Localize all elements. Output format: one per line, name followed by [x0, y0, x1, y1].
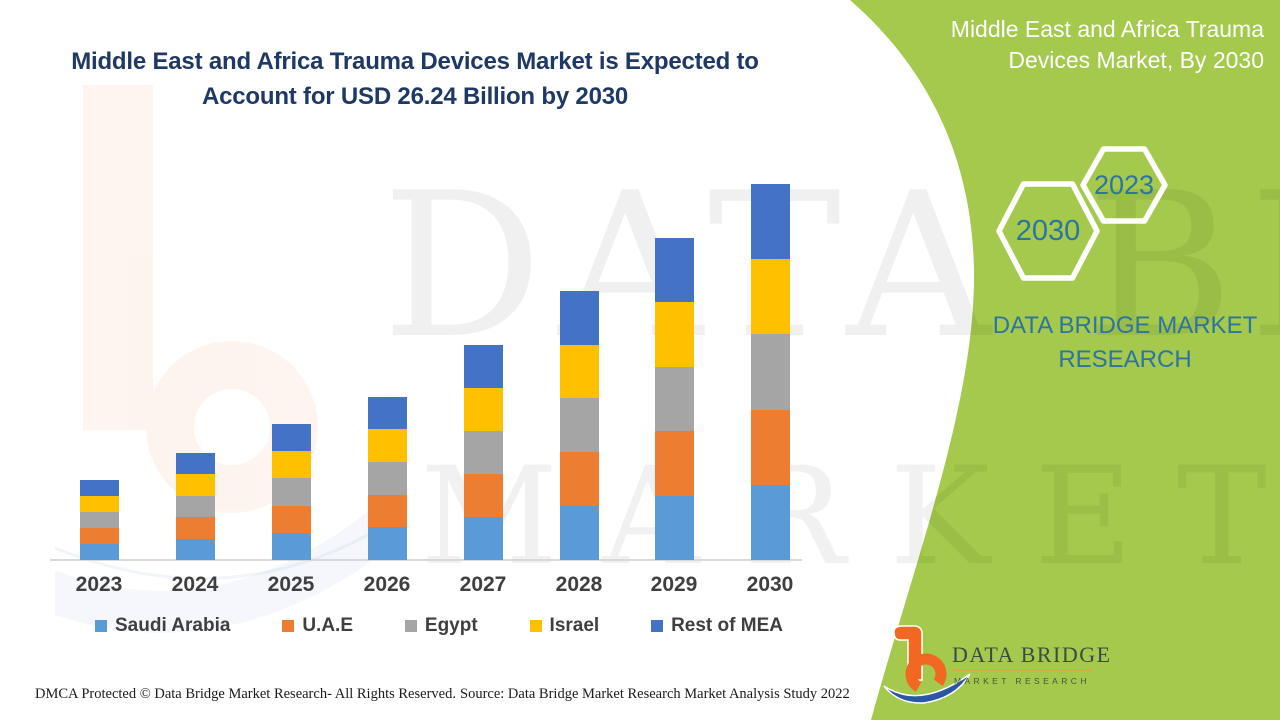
bar-segment-2030-u-a-e	[750, 409, 790, 485]
dbmr-logo: DATA BRIDGE MARKET RESEARCH	[883, 625, 1112, 704]
brand-text-line1: DATA BRIDGE MARKET	[992, 312, 1258, 339]
bar-segment-2030-rest-of-mea	[750, 183, 790, 260]
bar-segment-2029-israel	[654, 302, 694, 367]
bar-segment-2023-u-a-e	[79, 527, 119, 544]
legend-swatch-saudi-arabia	[95, 620, 107, 632]
bar-segment-2023-egypt	[79, 511, 119, 528]
x-tick-2026: 2026	[363, 573, 411, 596]
bar-segment-2023-saudi-arabia	[79, 543, 119, 560]
side-panel-brand-text: DATA BRIDGE MARKET RESEARCH	[958, 309, 1280, 377]
bar-segment-2029-rest-of-mea	[654, 237, 694, 303]
hexagon-2030-label: 2030	[1015, 215, 1081, 247]
bar-segment-2029-saudi-arabia	[654, 495, 694, 560]
legend-label-saudi-arabia: Saudi Arabia	[115, 615, 231, 636]
bar-segment-2025-israel	[271, 451, 311, 479]
bar-segment-2028-u-a-e	[559, 452, 599, 507]
bar-segment-2030-israel	[750, 259, 790, 335]
logo-underline	[952, 669, 1092, 671]
bar-segment-2026-egypt	[367, 462, 407, 495]
bar-segment-2027-u-a-e	[463, 474, 503, 518]
side-panel-title-line1: Middle East and Africa Trauma	[950, 16, 1264, 42]
legend-item-israel: Israel	[529, 615, 600, 637]
logo-b-watermark	[55, 85, 395, 633]
page-title-line1: Middle East and Africa Trauma Devices Ma…	[71, 48, 759, 75]
bar-segment-2027-egypt	[463, 431, 503, 475]
legend-item-u-a-e: U.A.E	[282, 615, 353, 637]
hexagon-2023-label: 2023	[1093, 170, 1155, 200]
legend-label-israel: Israel	[549, 615, 600, 636]
bar-segment-2024-israel	[175, 474, 215, 496]
side-panel-title-line2: Devices Market, By 2030	[1008, 47, 1264, 73]
legend-swatch-rest-of-mea	[651, 620, 664, 632]
bar-segment-2025-rest-of-mea	[271, 423, 311, 452]
legend-label-egypt: Egypt	[424, 615, 478, 636]
legend-swatch-israel	[529, 620, 542, 632]
footer-dmca-text: DMCA Protected © Data Bridge Market Rese…	[35, 686, 456, 702]
x-tick-2025: 2025	[267, 573, 315, 596]
logo-title-text: DATA BRIDGE	[952, 642, 1112, 667]
bar-segment-2030-egypt	[750, 334, 790, 410]
x-tick-2027: 2027	[459, 573, 507, 596]
bar-segment-2026-saudi-arabia	[367, 527, 407, 560]
legend-swatch-u-a-e	[282, 620, 295, 632]
bar-segment-2024-egypt	[175, 495, 215, 518]
legend: Saudi Arabia U.A.E Egypt Israel Rest of MEA	[95, 615, 783, 637]
brand-text-line2: RESEARCH	[1058, 346, 1192, 373]
x-tick-2023: 2023	[75, 573, 123, 596]
bar-segment-2024-rest-of-mea	[175, 452, 215, 475]
hexagons-graphic	[996, 146, 1168, 281]
bar-segment-2027-saudi-arabia	[463, 517, 503, 560]
x-axis-line	[50, 559, 802, 561]
bar-segment-2026-rest-of-mea	[367, 396, 407, 430]
bar-segment-2028-israel	[559, 344, 599, 399]
legend-item-rest-of-mea: Rest of MEA	[651, 615, 783, 637]
x-tick-2028: 2028	[555, 573, 603, 596]
bar-segment-2025-egypt	[271, 478, 311, 506]
x-tick-2029: 2029	[650, 573, 698, 596]
legend-item-egypt: Egypt	[404, 615, 478, 637]
legend-item-saudi-arabia: Saudi Arabia	[95, 615, 230, 637]
bar-segment-2023-rest-of-mea	[79, 479, 119, 496]
x-tick-2024: 2024	[171, 573, 219, 596]
logo-bowl-ring	[905, 653, 947, 695]
x-tick-2030: 2030	[746, 573, 794, 596]
hexagon-2023-outline	[1080, 146, 1168, 224]
side-panel-title: Middle East and Africa Trauma Devices Ma…	[880, 14, 1264, 76]
bar-segment-2024-saudi-arabia	[175, 538, 215, 560]
logo-subtitle-text: MARKET RESEARCH	[954, 676, 1090, 686]
legend-label-rest-of-mea: Rest of MEA	[671, 615, 783, 636]
bar-segment-2027-israel	[463, 388, 503, 432]
bar-segment-2027-rest-of-mea	[463, 345, 503, 389]
logo-swoosh-shape	[883, 673, 971, 704]
bar-segment-2029-egypt	[654, 366, 694, 432]
bar-segment-2026-u-a-e	[367, 494, 407, 528]
legend-label-u-a-e: U.A.E	[302, 615, 354, 636]
bar-segment-2028-egypt	[559, 398, 599, 453]
bar-segment-2024-u-a-e	[175, 517, 215, 539]
bar-segment-2026-israel	[367, 429, 407, 462]
bar-segment-2025-u-a-e	[271, 505, 311, 533]
bar-segment-2029-u-a-e	[654, 431, 694, 496]
bar-segment-2025-saudi-arabia	[271, 532, 311, 560]
bar-segment-2028-rest-of-mea	[559, 290, 599, 345]
footer-source-text: Source: Data Bridge Market Research Mark…	[460, 686, 850, 702]
page-title: Middle East and Africa Trauma Devices Ma…	[50, 44, 780, 114]
hexagon-2030-outline	[996, 181, 1100, 281]
bar-segment-2030-saudi-arabia	[750, 484, 790, 560]
page-title-line2: Account for USD 26.24 Billion by 2030	[201, 83, 629, 110]
legend-swatch-egypt	[404, 620, 417, 632]
bar-segment-2028-saudi-arabia	[559, 506, 599, 560]
bar-segment-2023-israel	[79, 495, 119, 512]
